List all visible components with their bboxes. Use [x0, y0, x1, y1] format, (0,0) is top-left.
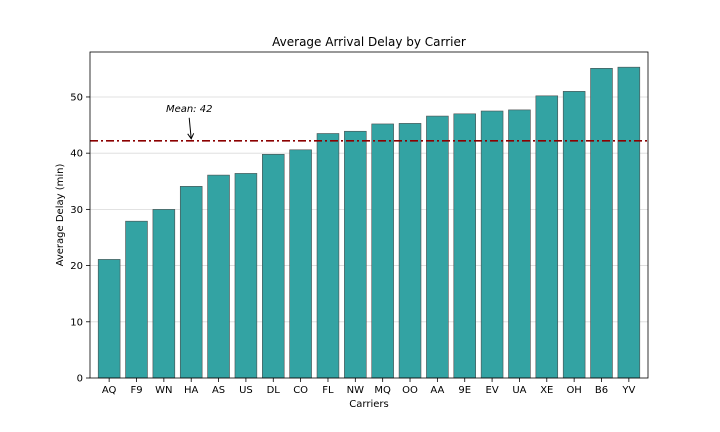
chart-title: Average Arrival Delay by Carrier — [272, 35, 466, 49]
y-axis-title: Average Delay (min) — [55, 164, 66, 267]
x-tick-label-AA: AA — [430, 385, 444, 396]
bar-US — [234, 173, 258, 379]
x-tick-label-OH: OH — [566, 385, 581, 396]
bar-MQ — [371, 123, 394, 379]
plot-frame — [89, 51, 649, 379]
bar-B6 — [590, 68, 613, 379]
x-tick-label-FL: FL — [322, 385, 334, 396]
bar-EV — [480, 110, 504, 379]
y-axis-ticks: 0 10 20 30 40 50 — [70, 92, 90, 385]
y-tick-label-30: 30 — [70, 205, 83, 216]
bar-F9 — [125, 220, 148, 379]
bar-WN — [152, 209, 176, 379]
x-tick-label-OO: OO — [402, 385, 418, 396]
x-tick-label-MQ: MQ — [374, 385, 391, 396]
x-tick-label-EV: EV — [486, 385, 499, 396]
bar-HA — [179, 186, 203, 379]
x-axis-title: Carriers — [349, 399, 388, 410]
x-tick-label-NW: NW — [347, 385, 364, 396]
bar-OO — [398, 123, 422, 379]
x-tick-label-US: US — [239, 385, 253, 396]
x-tick-label-YV: YV — [621, 385, 635, 396]
x-tick-label-B6: B6 — [595, 385, 608, 396]
bar-UA — [508, 109, 531, 379]
bar-AA — [426, 115, 449, 379]
bar-AS — [207, 174, 230, 379]
x-tick-label-9E: 9E — [458, 385, 471, 396]
annotation-arrow — [188, 117, 192, 139]
bar-CO — [289, 149, 312, 379]
x-tick-label-AS: AS — [212, 385, 225, 396]
bar-DL — [262, 153, 285, 379]
x-axis-ticks: AQ F9 WN HA AS US DL CO FL NW MQ OO AA 9E EV UA XE OH B6 YV — [102, 378, 635, 396]
bar-FL — [316, 133, 340, 379]
x-tick-label-XE: XE — [540, 385, 553, 396]
y-tick-label-0: 0 — [77, 374, 83, 385]
y-tick-label-50: 50 — [70, 92, 83, 103]
annotation-arrowhead — [187, 133, 195, 140]
bar-OH — [562, 91, 586, 379]
mean-annotation-group: Mean: 42 — [166, 104, 213, 140]
y-tick-label-40: 40 — [70, 149, 83, 160]
x-tick-label-DL: DL — [267, 385, 281, 396]
x-tick-label-UA: UA — [512, 385, 526, 396]
bar-AQ — [97, 259, 121, 379]
mean-annotation: Mean: 42 — [166, 104, 213, 115]
y-tick-label-20: 20 — [70, 261, 83, 272]
bar-XE — [535, 95, 559, 379]
y-tick-label-10: 10 — [70, 317, 83, 328]
bar-9E — [453, 113, 476, 379]
bar-YV — [617, 66, 641, 379]
bar-NW — [344, 130, 367, 379]
x-tick-label-HA: HA — [184, 385, 199, 396]
x-tick-label-CO: CO — [293, 385, 308, 396]
x-tick-label-WN: WN — [155, 385, 172, 396]
bars — [97, 66, 641, 379]
x-tick-label-F9: F9 — [130, 385, 142, 396]
x-tick-label-AQ: AQ — [102, 385, 117, 396]
